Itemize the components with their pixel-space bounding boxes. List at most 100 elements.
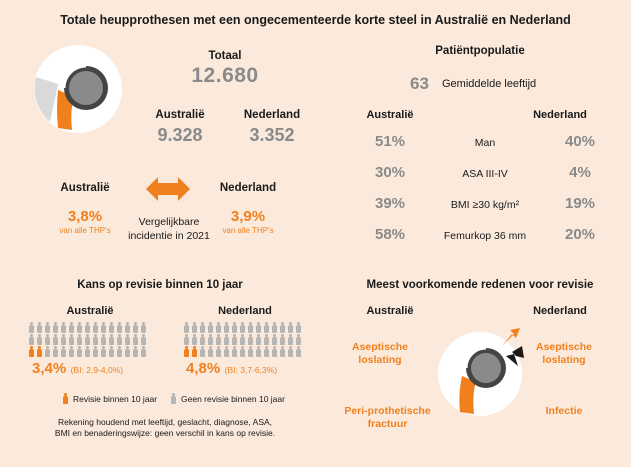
revision-australia-result: 3,4% (BI: 2,9-4,0%) (32, 360, 123, 378)
patients-table: 51% Man 40% 30% ASA III-IV 4% 39% BMI ≥3… (350, 133, 620, 257)
australia-figure-grid (28, 322, 147, 358)
person-icon (132, 334, 139, 345)
mean-age-label: Gemiddelde leeftijd (442, 78, 537, 90)
person-icon (140, 322, 147, 333)
figure-row (183, 334, 302, 345)
table-row: 58% Femurkop 36 mm 20% (374, 226, 596, 243)
person-icon (76, 334, 83, 345)
reasons-australia-label: Australië (366, 305, 414, 317)
person-icon (36, 334, 43, 345)
person-icon (215, 346, 222, 357)
total-label: Totaal (208, 50, 242, 62)
person-icon (84, 334, 91, 345)
mean-age-value: 63 (410, 74, 429, 93)
person-icon (207, 322, 214, 333)
person-icon (255, 334, 262, 345)
person-icon (108, 334, 115, 345)
person-icon (36, 322, 43, 333)
person-icon (28, 346, 35, 357)
person-icon (255, 346, 262, 357)
person-icon (116, 346, 123, 357)
table-row: 39% BMI ≥30 kg/m² 19% (374, 195, 596, 212)
australia-total-value: 9.328 (157, 125, 203, 145)
person-icon (76, 346, 83, 357)
person-icon (52, 322, 59, 333)
person-icon (28, 334, 35, 345)
person-icon (84, 322, 91, 333)
page-title: Totale heupprothesen met een ongecemente… (60, 13, 571, 27)
person-icon (116, 334, 123, 345)
person-icon (279, 346, 286, 357)
person-icon (183, 334, 190, 345)
person-icon (28, 322, 35, 333)
patients-title: Patiëntpopulatie (435, 45, 525, 57)
person-icon (36, 346, 43, 357)
person-icon (263, 346, 270, 357)
total-value: 12.680 (191, 64, 259, 87)
revision-netherlands-pct: 4,8% (186, 360, 221, 377)
person-icon (132, 346, 139, 357)
netherlands-total-value: 3.352 (249, 125, 295, 145)
incidence-netherlands-label: Nederland (219, 182, 277, 194)
person-icon (191, 346, 198, 357)
person-icon (108, 346, 115, 357)
person-icon (44, 322, 51, 333)
figure-row (183, 346, 302, 357)
person-icon (108, 322, 115, 333)
person-icon (215, 322, 222, 333)
person-icon (44, 346, 51, 357)
revision-note: Rekening houdend met leeftijd, geslacht,… (54, 417, 276, 438)
person-icon (68, 322, 75, 333)
netherlands-label: Nederland (243, 109, 301, 121)
person-icon (223, 334, 230, 345)
person-icon (231, 346, 238, 357)
australia-label: Australië (155, 109, 205, 121)
person-icon (68, 334, 75, 345)
person-icon (100, 334, 107, 345)
person-icon (92, 322, 99, 333)
person-icon (279, 322, 286, 333)
person-icon (140, 334, 147, 345)
person-icon (279, 334, 286, 345)
person-icon (295, 346, 302, 357)
person-icon (60, 322, 67, 333)
person-icon (287, 334, 294, 345)
incidence-netherlands-sub: van alle THP's (222, 226, 274, 235)
hip-prosthesis-icon (34, 45, 122, 133)
incidence-australia-sub: van alle THP's (59, 226, 111, 235)
figure-row (28, 334, 147, 345)
person-icon (191, 322, 198, 333)
person-icon (263, 334, 270, 345)
table-row: 51% Man 40% (374, 133, 596, 150)
person-icon (183, 346, 190, 357)
incidence-comparison-text: Vergelijkbare incidentie in 2021 (128, 216, 210, 242)
person-icon (92, 334, 99, 345)
person-icon (199, 346, 206, 357)
person-icon (207, 346, 214, 357)
person-icon (124, 346, 131, 357)
person-icon (100, 322, 107, 333)
person-icon (263, 322, 270, 333)
person-icon (84, 346, 91, 357)
person-icon (52, 334, 59, 345)
revision-netherlands-ci: (BI: 3,7-6,3%) (224, 365, 278, 375)
person-icon (60, 334, 67, 345)
person-icon (124, 322, 131, 333)
netherlands-figure-grid (183, 322, 302, 358)
table-row: 30% ASA III-IV 4% (374, 164, 591, 181)
incidence-netherlands-pct: 3,9% (230, 208, 266, 225)
person-icon (44, 334, 51, 345)
double-arrow-icon (146, 177, 190, 201)
figure-row (183, 322, 302, 333)
person-icon (68, 346, 75, 357)
person-icon (60, 346, 67, 357)
person-icon (170, 393, 177, 404)
figure-row (28, 322, 147, 333)
person-icon (247, 346, 254, 357)
revision-australia-label: Australië (66, 305, 114, 317)
person-icon (215, 334, 222, 345)
person-icon (231, 322, 238, 333)
au-reason-aseptic-loosening: Aseptische loslating (351, 341, 409, 366)
person-icon (239, 334, 246, 345)
nl-reason-aseptic-loosening: Aseptische loslating (535, 341, 593, 366)
